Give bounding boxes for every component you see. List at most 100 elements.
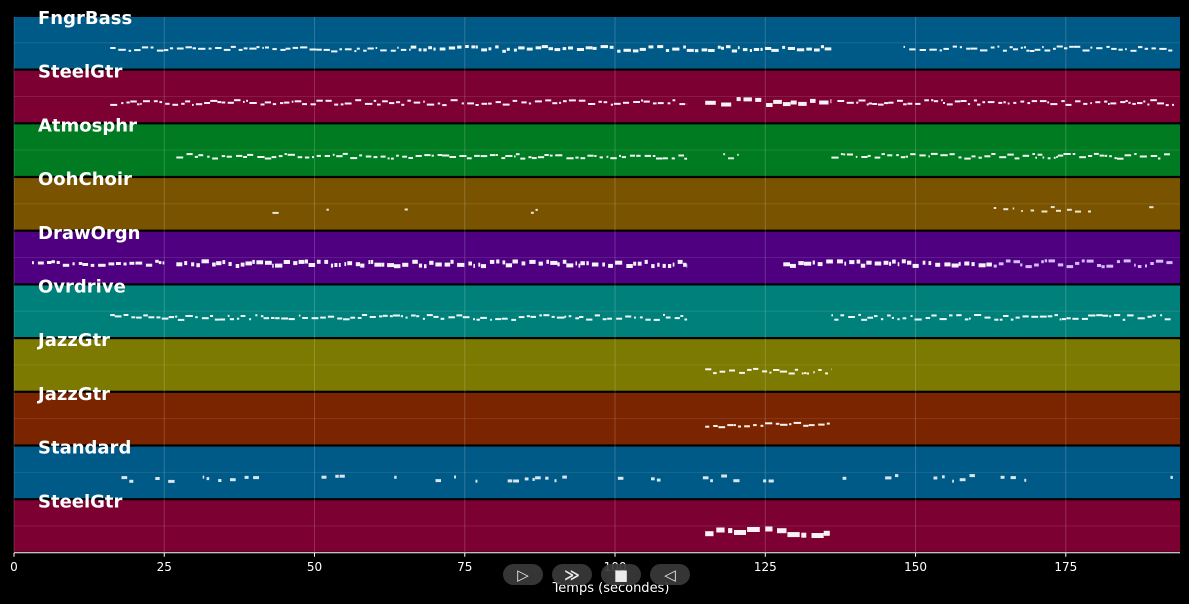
note bbox=[219, 318, 226, 321]
note bbox=[387, 263, 394, 268]
note bbox=[514, 155, 516, 158]
note bbox=[630, 154, 635, 157]
note bbox=[796, 48, 805, 52]
note bbox=[298, 259, 305, 264]
note bbox=[476, 318, 480, 321]
note bbox=[515, 153, 520, 156]
note bbox=[162, 261, 165, 265]
track-band bbox=[14, 231, 1180, 284]
note bbox=[545, 476, 549, 480]
note bbox=[1137, 102, 1143, 105]
note bbox=[656, 157, 663, 160]
note bbox=[281, 317, 289, 320]
note bbox=[952, 45, 957, 48]
note bbox=[587, 154, 594, 157]
note bbox=[467, 102, 474, 105]
note bbox=[1130, 49, 1137, 52]
note bbox=[1125, 100, 1128, 102]
note bbox=[867, 316, 874, 319]
note bbox=[964, 261, 970, 266]
note bbox=[252, 259, 255, 264]
note bbox=[374, 262, 382, 267]
note bbox=[521, 101, 527, 104]
note bbox=[158, 261, 162, 265]
note bbox=[473, 318, 475, 321]
note bbox=[971, 262, 975, 267]
note bbox=[615, 260, 623, 265]
note bbox=[674, 317, 680, 320]
note bbox=[702, 476, 709, 480]
note bbox=[1003, 101, 1006, 104]
note bbox=[1075, 210, 1081, 213]
note bbox=[32, 261, 34, 265]
note bbox=[1035, 156, 1037, 159]
note bbox=[686, 263, 688, 268]
note bbox=[118, 48, 126, 51]
note bbox=[949, 314, 953, 317]
note bbox=[884, 102, 889, 105]
note bbox=[860, 263, 866, 268]
note bbox=[737, 153, 739, 156]
note bbox=[1117, 157, 1124, 160]
note bbox=[1110, 102, 1117, 105]
note bbox=[330, 263, 334, 268]
note bbox=[941, 99, 943, 102]
note bbox=[1056, 156, 1058, 158]
note bbox=[684, 157, 688, 160]
note bbox=[1041, 260, 1044, 264]
note bbox=[51, 260, 55, 264]
note bbox=[518, 46, 525, 50]
note bbox=[364, 102, 373, 105]
note bbox=[766, 103, 773, 107]
note bbox=[814, 48, 820, 52]
note bbox=[529, 259, 536, 264]
note bbox=[897, 262, 900, 267]
play-button[interactable]: ▷ bbox=[503, 564, 543, 585]
note bbox=[733, 479, 740, 483]
note bbox=[943, 47, 949, 50]
note bbox=[830, 99, 832, 104]
note bbox=[176, 47, 184, 50]
note bbox=[327, 315, 335, 318]
note bbox=[397, 46, 399, 49]
note bbox=[1061, 100, 1065, 103]
note bbox=[283, 260, 290, 264]
stop-button[interactable]: ■ bbox=[601, 564, 641, 585]
note bbox=[480, 155, 488, 158]
note bbox=[960, 100, 967, 102]
note bbox=[502, 49, 506, 53]
note bbox=[787, 47, 795, 50]
note bbox=[653, 318, 660, 321]
fast-forward-button[interactable]: ≫ bbox=[552, 564, 592, 585]
note bbox=[448, 46, 456, 50]
note bbox=[285, 47, 291, 50]
rewind-button[interactable]: ◁ bbox=[650, 564, 690, 585]
note bbox=[608, 263, 613, 268]
note bbox=[623, 101, 630, 104]
note bbox=[1031, 100, 1038, 103]
note bbox=[997, 45, 1000, 48]
note bbox=[121, 102, 124, 105]
note bbox=[760, 424, 764, 427]
fast-forward-icon: ≫ bbox=[564, 565, 580, 584]
note bbox=[185, 315, 193, 317]
note bbox=[1102, 314, 1109, 317]
note bbox=[422, 317, 425, 320]
note bbox=[665, 49, 670, 52]
note bbox=[135, 261, 143, 265]
note bbox=[1010, 476, 1016, 480]
note bbox=[468, 261, 472, 266]
note bbox=[579, 316, 584, 318]
note bbox=[229, 318, 234, 321]
note bbox=[513, 48, 517, 52]
note bbox=[812, 260, 815, 265]
note bbox=[694, 49, 699, 53]
note bbox=[176, 156, 184, 159]
note bbox=[701, 48, 708, 52]
track-label: JazzGtr bbox=[36, 330, 110, 351]
note bbox=[954, 100, 961, 103]
note bbox=[1166, 261, 1173, 265]
note bbox=[1022, 154, 1030, 157]
note bbox=[481, 102, 488, 105]
note bbox=[356, 47, 360, 50]
